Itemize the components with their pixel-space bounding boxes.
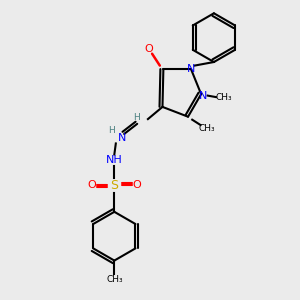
Text: S: S [110,178,118,192]
Text: N: N [118,133,126,142]
Text: O: O [145,44,154,54]
Text: NH: NH [106,155,123,165]
Text: O: O [87,180,96,190]
Text: CH₃: CH₃ [198,124,215,133]
Text: N: N [199,91,208,100]
Text: H: H [133,113,140,122]
Text: O: O [133,180,142,190]
Text: N: N [187,64,195,74]
Text: CH₃: CH₃ [106,275,123,284]
Text: H: H [108,127,115,136]
Text: CH₃: CH₃ [215,93,232,102]
